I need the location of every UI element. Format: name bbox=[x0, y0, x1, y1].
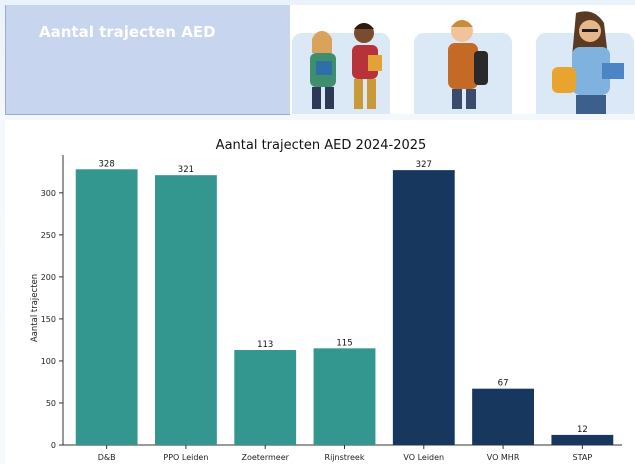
bar-value-label: 67 bbox=[498, 379, 509, 389]
y-tick-label: 250 bbox=[41, 231, 56, 240]
y-tick-label: 50 bbox=[46, 399, 56, 408]
chart-panel: Aantal trajecten AED 2024-2025 Aantal tr… bbox=[5, 120, 635, 464]
x-tick-label: STAP bbox=[573, 453, 593, 462]
bars: 328 321 113 115 327 67 12 bbox=[75, 159, 614, 445]
x-tick-label: VO Leiden bbox=[403, 453, 444, 462]
girl-student-icon bbox=[310, 31, 336, 109]
bar-value-label: 113 bbox=[257, 340, 273, 350]
y-axis-label: Aantal trajecten bbox=[30, 274, 40, 342]
x-tick-label: VO MHR bbox=[487, 453, 520, 462]
y-tick-label: 300 bbox=[41, 189, 56, 198]
student-photo-strip bbox=[290, 5, 635, 114]
y-tick-label: 200 bbox=[41, 273, 56, 282]
bar-value-label: 327 bbox=[416, 160, 432, 170]
bar-2 bbox=[234, 350, 297, 445]
bar-6 bbox=[551, 434, 614, 445]
x-ticks: D&B PPO Leiden Zoetermeer Rijnstreek VO Leid… bbox=[98, 445, 593, 462]
y-tick-label: 100 bbox=[41, 357, 56, 366]
x-tick-label: Zoetermeer bbox=[241, 453, 289, 462]
bar-4 bbox=[392, 170, 455, 445]
x-tick-label: PPO Leiden bbox=[163, 453, 208, 462]
header-banner: Aantal trajecten AED bbox=[5, 5, 290, 115]
banner-title: Aantal trajecten AED bbox=[39, 23, 216, 41]
boy-backpack-icon bbox=[448, 20, 488, 109]
chart-title: Aantal trajecten AED 2024-2025 bbox=[216, 138, 427, 153]
woman-student-icon bbox=[552, 11, 624, 114]
y-ticks: 0 50 100 150 200 250 300 bbox=[41, 189, 63, 450]
boy-student-icon bbox=[352, 23, 382, 109]
bar-chart: Aantal trajecten AED 2024-2025 Aantal tr… bbox=[30, 138, 622, 462]
x-tick-label: D&B bbox=[98, 453, 116, 462]
bar-0 bbox=[75, 169, 138, 445]
y-tick-label: 0 bbox=[51, 441, 56, 450]
bar-value-label: 12 bbox=[577, 425, 588, 435]
bar-value-label: 321 bbox=[178, 165, 194, 175]
x-tick-label: Rijnstreek bbox=[325, 453, 365, 462]
y-tick-label: 150 bbox=[41, 315, 56, 324]
bar-5 bbox=[472, 388, 534, 445]
bar-3 bbox=[313, 348, 376, 445]
bar-1 bbox=[155, 175, 217, 445]
bar-value-label: 328 bbox=[99, 159, 115, 169]
bar-value-label: 115 bbox=[336, 338, 352, 348]
